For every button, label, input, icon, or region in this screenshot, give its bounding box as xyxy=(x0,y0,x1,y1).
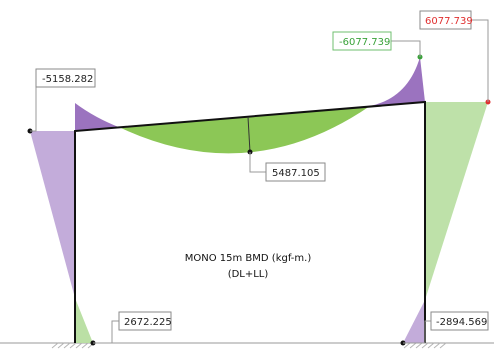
left-column-negative-region xyxy=(30,131,75,298)
right-column-negative-region xyxy=(403,300,425,343)
label-right-column-top-min: -6077.739 xyxy=(332,31,392,51)
left-column-positive-region xyxy=(75,298,93,343)
beam-right-negative-region xyxy=(370,57,425,106)
label-left-column-base: 2672.225 xyxy=(118,311,172,331)
label-beam-midspan: 5487.105 xyxy=(265,162,326,182)
leader-right-max xyxy=(471,19,489,102)
svg-text:5487.105: 5487.105 xyxy=(272,168,320,179)
midspan-marker-line xyxy=(247,116,251,153)
label-right-column-top-max: 6077.739 xyxy=(419,10,473,30)
leader-right-min xyxy=(391,40,421,57)
svg-text:-2894.569: -2894.569 xyxy=(436,317,487,328)
svg-text:-6077.739: -6077.739 xyxy=(339,37,390,48)
svg-text:-5158.282: -5158.282 xyxy=(42,74,93,85)
svg-text:6077.739: 6077.739 xyxy=(425,16,473,27)
label-right-column-base: -2894.569 xyxy=(430,311,489,331)
leader-right-base xyxy=(403,320,431,344)
portal-frame xyxy=(74,100,426,343)
right-support-hatch xyxy=(403,342,447,349)
leader-left-top xyxy=(30,87,37,132)
leader-left-base xyxy=(93,320,119,344)
label-left-column-top: -5158.282 xyxy=(35,68,96,88)
diagram-caption-subtitle: (DL+LL) xyxy=(228,269,269,280)
svg-text:2672.225: 2672.225 xyxy=(124,317,172,328)
beam-left-negative-region xyxy=(75,103,121,131)
leader-midspan xyxy=(249,152,266,173)
left-support-hatch xyxy=(51,342,95,349)
beam-positive-region xyxy=(121,106,370,154)
right-column-positive-region xyxy=(425,102,488,300)
diagram-caption-title: MONO 15m BMD (kgf-m.) xyxy=(185,253,312,264)
